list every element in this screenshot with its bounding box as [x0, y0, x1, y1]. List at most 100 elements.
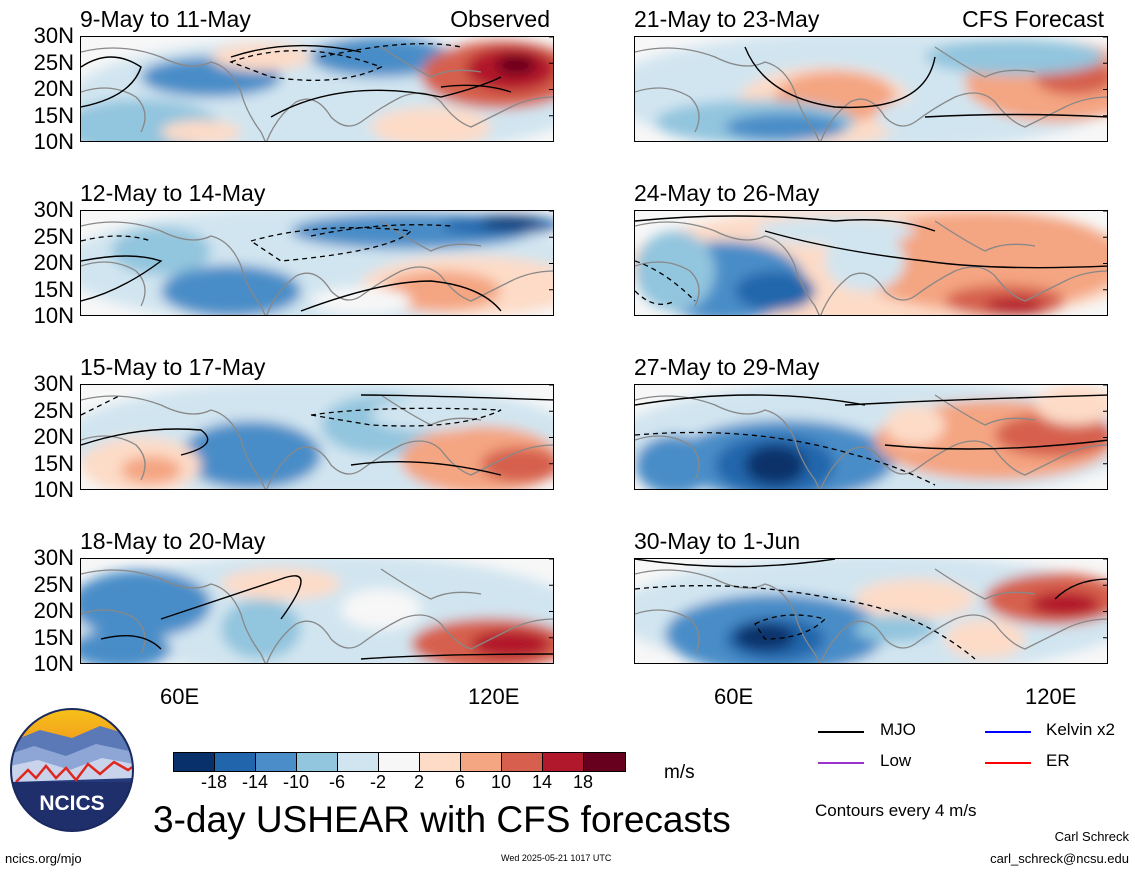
- mjo-contour: [884, 439, 1107, 450]
- coastline: [635, 47, 820, 141]
- contours-note: Contours every 4 m/s: [815, 801, 977, 820]
- lat-label: 15N: [33, 102, 74, 128]
- lat-label: 20N: [33, 424, 74, 449]
- mjo-contour: [635, 559, 836, 568]
- lat-label: 10N: [33, 129, 74, 154]
- mjo-contour: [440, 84, 512, 93]
- mjo-contour: [160, 575, 302, 620]
- map-panel: [634, 384, 1108, 490]
- lat-label: 30N: [33, 197, 74, 222]
- shear-region: [845, 211, 1107, 311]
- colorbar-label: 18: [572, 772, 594, 792]
- ncics-logo-graphic: NCICS: [10, 708, 134, 832]
- legend-er-line: [985, 762, 1031, 764]
- shear-region: [121, 456, 181, 484]
- shear-region: [311, 287, 411, 315]
- shear-map: [81, 559, 553, 663]
- coastline: [820, 266, 1107, 315]
- coastline: [934, 394, 1036, 426]
- shear-region: [755, 217, 915, 245]
- panel-title: 18-May to 20-May: [80, 528, 266, 554]
- shear-region: [311, 37, 451, 77]
- shear-map: [81, 211, 553, 315]
- coastline: [635, 395, 820, 489]
- shear-region: [111, 227, 211, 275]
- map-panel: [634, 558, 1108, 664]
- coastline: [820, 440, 1107, 489]
- coastline: [81, 395, 266, 489]
- coastline: [81, 609, 146, 655]
- shear-region: [181, 421, 321, 489]
- mjo-contour: [635, 215, 936, 232]
- colorbar-swatch: [215, 753, 256, 771]
- shear-region: [745, 445, 805, 485]
- footer-url[interactable]: ncics.org/mjo: [5, 851, 82, 866]
- lat-label: 25N: [33, 397, 74, 423]
- shear-region: [1030, 592, 1100, 616]
- shear-region: [161, 265, 301, 315]
- coastline: [266, 614, 553, 663]
- coastline: [380, 568, 482, 600]
- lat-label: 15N: [33, 624, 74, 650]
- colorbar-label: 6: [454, 772, 465, 792]
- colorbar-swatch: [543, 753, 584, 771]
- lat-label: 30N: [33, 23, 74, 48]
- coastline: [635, 221, 820, 315]
- shear-region: [221, 568, 341, 600]
- panel-title: 30-May to 1-Jun: [634, 528, 801, 554]
- mjo-contour: [360, 394, 553, 401]
- legend-mjo-line: [818, 731, 864, 733]
- mjo-contour: [81, 428, 209, 456]
- coastline: [266, 266, 553, 315]
- legend-kelvin-line: [985, 731, 1031, 733]
- lat-label: 30N: [33, 545, 74, 570]
- mjo-contour: [635, 394, 866, 406]
- shear-region: [985, 298, 1045, 314]
- mjo-contour: [844, 394, 1107, 406]
- coastline: [81, 435, 146, 481]
- lon-label: 120E: [468, 684, 520, 709]
- coastline: [934, 568, 1036, 600]
- mjo-contour-negative: [635, 290, 676, 305]
- panel-title: 15-May to 17-May: [80, 354, 266, 380]
- legend-mjo-label: MJO: [880, 720, 916, 739]
- footer-email[interactable]: carl_schreck@ncsu.edu: [990, 851, 1129, 866]
- lon-label: 120E: [1025, 684, 1077, 709]
- mjo-contour: [1054, 578, 1107, 600]
- lat-label: 20N: [33, 598, 74, 623]
- panel-title: 12-May to 14-May: [80, 180, 266, 206]
- lat-label: 20N: [33, 250, 74, 275]
- mjo-contour-negative: [81, 394, 122, 416]
- coastline: [635, 261, 700, 307]
- colorbar-swatch: [174, 753, 215, 771]
- coastline: [635, 87, 700, 133]
- shear-region: [855, 579, 975, 619]
- colorbar-swatch: [379, 753, 420, 771]
- coastline: [934, 220, 1036, 252]
- mjo-contour-negative: [320, 43, 462, 58]
- shear-region: [885, 405, 945, 445]
- coastline: [266, 92, 553, 141]
- ncics-logo: NCICS: [10, 708, 134, 832]
- mjo-contour: [924, 113, 1107, 118]
- lat-label: 10N: [33, 303, 74, 328]
- shear-region: [81, 570, 211, 638]
- panel-title: 9-May to 11-May: [80, 6, 251, 32]
- map-panel: [80, 36, 554, 142]
- panel-title: 27-May to 29-May: [634, 354, 820, 380]
- shear-region: [945, 619, 1025, 659]
- mjo-contour-negative: [229, 49, 383, 81]
- colorbar-label: -6: [328, 772, 345, 792]
- panel-title: 24-May to 26-May: [634, 180, 820, 206]
- coastline: [380, 46, 482, 78]
- shear-region: [635, 231, 715, 311]
- legend-er-label: ER: [1046, 751, 1070, 770]
- colorbar-swatch: [461, 753, 502, 771]
- shear-region: [855, 615, 935, 643]
- coastline: [635, 609, 700, 655]
- lat-label: 10N: [33, 651, 74, 676]
- legend-kelvin-label: Kelvin x2: [1046, 720, 1115, 739]
- shear-region: [161, 120, 241, 141]
- colorbar: [173, 752, 626, 772]
- coastline: [81, 47, 266, 141]
